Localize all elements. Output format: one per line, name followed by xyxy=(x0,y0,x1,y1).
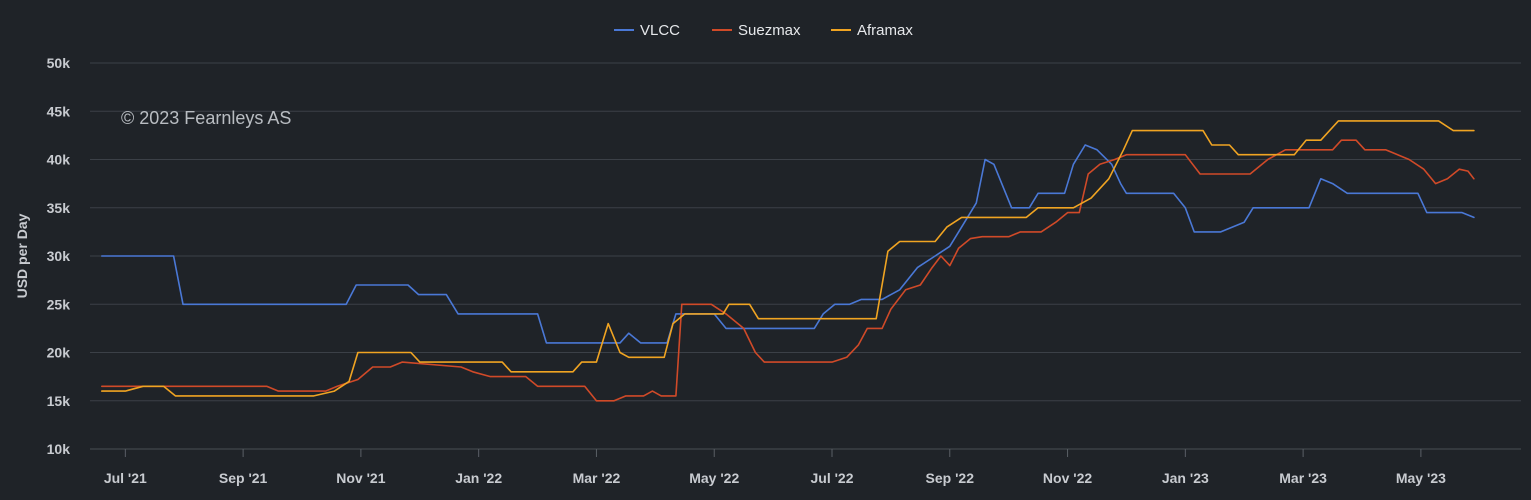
y-tick-label: 10k xyxy=(47,441,71,457)
x-tick-label: Jan '23 xyxy=(1162,470,1209,486)
x-tick-label: Jul '21 xyxy=(104,470,147,486)
y-tick-label: 45k xyxy=(47,103,71,119)
x-tick-label: Nov '22 xyxy=(1043,470,1092,486)
legend-item-vlcc[interactable]: VLCC xyxy=(614,22,680,39)
series-line-suezmax xyxy=(101,139,1475,402)
x-tick-label: Mar '23 xyxy=(1279,470,1327,486)
y-tick-label: 15k xyxy=(47,393,71,409)
x-tick-label: May '23 xyxy=(1396,470,1446,486)
x-tick-label: Jul '22 xyxy=(810,470,853,486)
legend[interactable]: VLCC Suezmax Aframax xyxy=(614,22,913,39)
x-tick-label: May '22 xyxy=(689,470,739,486)
x-tick-label: Sep '21 xyxy=(219,470,268,486)
x-tick-label: Jan '22 xyxy=(455,470,502,486)
x-tick-label: Nov '21 xyxy=(336,470,385,486)
legend-label: Aframax xyxy=(857,22,913,39)
x-tick-label: Sep '22 xyxy=(926,470,975,486)
series-line-vlcc xyxy=(101,144,1475,344)
series-lines xyxy=(101,120,1475,402)
legend-item-suezmax[interactable]: Suezmax xyxy=(712,22,801,39)
copyright-watermark: © 2023 Fearnleys AS xyxy=(121,108,291,128)
x-axis: Jul '21 Sep '21 Nov '21 Jan '22 Mar '22 May '… xyxy=(90,448,1521,486)
y-tick-label: 20k xyxy=(47,345,71,361)
y-tick-label: 50k xyxy=(47,55,71,71)
legend-label: Suezmax xyxy=(738,22,801,39)
y-axis-title: USD per Day xyxy=(14,213,30,298)
y-axis: 10k 15k 20k 25k 30k 35k 40k 45k 50k xyxy=(47,55,71,457)
y-tick-label: 30k xyxy=(47,248,71,264)
legend-item-aframax[interactable]: Aframax xyxy=(831,22,913,39)
legend-label: VLCC xyxy=(640,22,680,39)
series-line-aframax xyxy=(101,120,1475,397)
y-tick-label: 40k xyxy=(47,152,71,168)
y-tick-label: 35k xyxy=(47,200,71,216)
x-tick-label: Mar '22 xyxy=(573,470,621,486)
y-tick-label: 25k xyxy=(47,296,71,312)
